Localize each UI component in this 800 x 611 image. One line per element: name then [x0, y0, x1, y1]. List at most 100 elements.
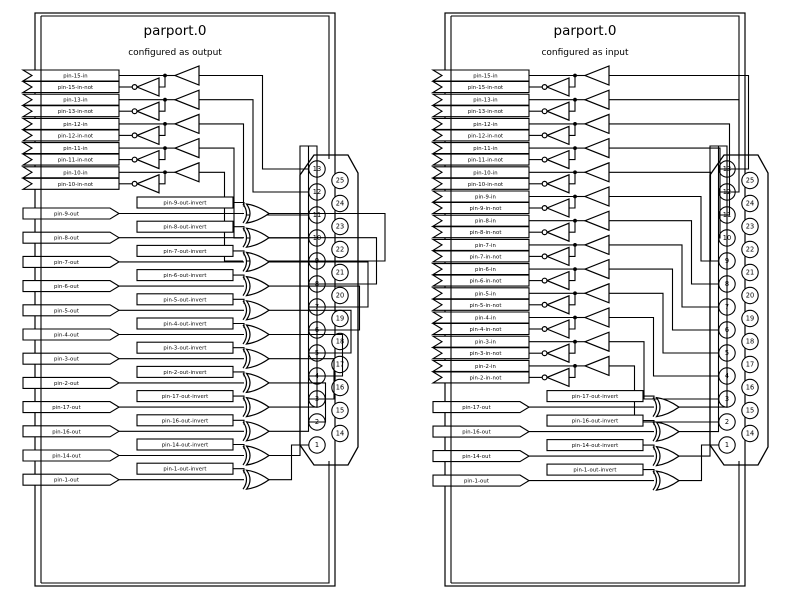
signal-pin-out[interactable]: pin-1-out	[22, 473, 121, 486]
signal-pin-in[interactable]: pin-13-in	[431, 93, 530, 106]
signal-pin-out-invert[interactable]: pin-1-out-invert	[136, 462, 234, 475]
signal-pin-out[interactable]: pin-17-out	[22, 401, 121, 414]
wire-frame-top-to-connector	[41, 15, 330, 159]
signal-pin-in[interactable]: pin-5-in	[431, 287, 530, 300]
signal-pin-out-invert[interactable]: pin-16-out-invert	[136, 414, 234, 427]
signal-pin-in-not[interactable]: pin-11-in-not	[21, 153, 120, 166]
signal-pin-out[interactable]: pin-9-out	[22, 207, 121, 220]
connector-pin[interactable]	[331, 378, 349, 397]
signal-pin-out-invert[interactable]: pin-1-out-invert	[546, 463, 644, 476]
connector-pin[interactable]	[331, 263, 349, 282]
connector-pin[interactable]	[331, 424, 349, 443]
signal-pin-out[interactable]: pin-14-out	[22, 449, 121, 462]
signal-pin-out-invert[interactable]: pin-14-out-invert	[136, 438, 234, 451]
connector-pin[interactable]	[331, 401, 349, 420]
connector-pin[interactable]	[741, 171, 759, 190]
signal-pin-out[interactable]: pin-16-out	[432, 425, 531, 438]
signal-pin-out-invert[interactable]: pin-6-out-invert	[136, 269, 234, 282]
signal-pin-out-invert[interactable]: pin-5-out-invert	[136, 293, 234, 306]
signal-pin-out-invert[interactable]: pin-14-out-invert	[546, 439, 644, 452]
signal-pin-in[interactable]: pin-10-in	[21, 166, 120, 179]
connector-pin[interactable]	[331, 286, 349, 305]
connector-pin[interactable]	[741, 309, 759, 328]
signal-pin-in-not[interactable]: pin-10-in-not	[21, 177, 120, 190]
signal-pin-in-not[interactable]: pin-9-in-not	[431, 201, 530, 215]
signal-pin-out-invert[interactable]: pin-9-out-invert	[136, 196, 234, 209]
connector-pin[interactable]	[741, 401, 759, 420]
output-chain: pin-9-out-invert pin-9-out	[22, 196, 386, 262]
signal-pin-in-not[interactable]: pin-6-in-not	[431, 274, 530, 287]
signal-pin-out[interactable]: pin-7-out	[22, 255, 121, 268]
signal-pin-out[interactable]: pin-16-out	[22, 425, 121, 438]
signal-pin-in[interactable]: pin-12-in	[431, 117, 530, 130]
connector-pin[interactable]	[331, 355, 349, 374]
signal-pin-in[interactable]: pin-13-in	[21, 93, 120, 106]
signal-pin-in[interactable]: pin-11-in	[21, 142, 120, 155]
signal-pin-in-not[interactable]: pin-8-in-not	[431, 226, 530, 239]
signal-pin-out[interactable]: pin-1-out	[432, 474, 531, 487]
signal-pin-out[interactable]: pin-8-out	[22, 231, 121, 244]
signal-pin-in[interactable]: pin-11-in	[431, 142, 530, 155]
signal-pin-in[interactable]: pin-15-in	[21, 69, 120, 82]
signal-pin-in-not[interactable]: pin-5-in-not	[431, 298, 530, 311]
signal-pin-in[interactable]: pin-15-in	[431, 69, 530, 82]
signal-pin-in-not[interactable]: pin-15-in-not	[21, 80, 120, 94]
signal-pin-in-not[interactable]: pin-12-in-not	[431, 129, 530, 142]
signal-pin-in-not[interactable]: pin-2-in-not	[431, 371, 530, 384]
wire-buffer-to-connector	[609, 244, 719, 308]
connector-pin[interactable]	[741, 378, 759, 397]
connector-pin[interactable]	[741, 332, 759, 351]
connector-pin[interactable]	[741, 240, 759, 259]
signal-pin-out-invert[interactable]: pin-8-out-invert	[136, 220, 234, 233]
signal-pin-in[interactable]: pin-9-in	[431, 190, 530, 203]
signal-pin-in[interactable]: pin-4-in	[431, 311, 530, 324]
signal-pin-out[interactable]: pin-2-out	[22, 376, 121, 389]
signal-pin-out-invert[interactable]: pin-17-out-invert	[546, 390, 644, 403]
junction-dot	[573, 97, 577, 102]
gate-body	[655, 445, 681, 467]
signal-pin-in-not[interactable]: pin-12-in-not	[21, 129, 120, 142]
signal-pin-out-invert[interactable]: pin-7-out-invert	[136, 244, 234, 257]
connector-pin[interactable]	[741, 263, 759, 282]
signal-pin-out[interactable]: pin-4-out	[22, 328, 121, 341]
signal-pin-in[interactable]: pin-2-in	[431, 359, 530, 372]
signal-pin-in-not[interactable]: pin-15-in-not	[431, 80, 530, 94]
signal-pin-in[interactable]: pin-8-in	[431, 214, 530, 227]
signal-pin-in[interactable]: pin-7-in	[431, 238, 530, 251]
signal-pin-out[interactable]: pin-6-out	[22, 280, 121, 293]
connector-pin[interactable]	[741, 217, 759, 236]
inverter-gate	[541, 149, 570, 170]
gate-body	[545, 246, 570, 267]
connector-pin[interactable]	[331, 240, 349, 259]
signal-pin-in-not[interactable]: pin-7-in-not	[431, 250, 530, 263]
connector-pin[interactable]	[741, 355, 759, 374]
signal-pin-in[interactable]: pin-10-in	[431, 166, 530, 179]
signal-pin-in-not[interactable]: pin-10-in-not	[431, 177, 530, 190]
connector-pin[interactable]	[331, 332, 349, 351]
signal-pin-out-invert[interactable]: pin-4-out-invert	[136, 317, 234, 330]
signal-pin-out[interactable]: pin-5-out	[22, 304, 121, 317]
connector-pin[interactable]	[331, 194, 349, 213]
signal-pin-out-invert[interactable]: pin-17-out-invert	[136, 390, 234, 403]
gate-body	[545, 367, 570, 388]
signal-pin-in-not[interactable]: pin-3-in-not	[431, 347, 530, 360]
signal-pin-in-not[interactable]: pin-4-in-not	[431, 322, 530, 336]
signal-pin-in[interactable]: pin-3-in	[431, 335, 530, 348]
signal-pin-in[interactable]: pin-6-in	[431, 263, 530, 276]
connector-pin[interactable]	[741, 286, 759, 305]
signal-pin-out[interactable]: pin-17-out	[432, 401, 531, 414]
signal-pin-out[interactable]: pin-14-out	[432, 450, 531, 463]
signal-pin-out-invert[interactable]: pin-16-out-invert	[546, 414, 644, 427]
signal-pin-out-invert[interactable]: pin-3-out-invert	[136, 341, 234, 354]
signal-pin-in-not[interactable]: pin-13-in-not	[21, 105, 120, 118]
signal-pin-in-not[interactable]: pin-13-in-not	[431, 105, 530, 118]
signal-pin-out-invert[interactable]: pin-2-out-invert	[136, 365, 234, 378]
connector-pin[interactable]	[741, 194, 759, 213]
signal-pin-in-not[interactable]: pin-11-in-not	[431, 153, 530, 166]
wire-in-to-node	[529, 99, 576, 112]
connector-pin[interactable]	[331, 217, 349, 236]
connector-pin[interactable]	[741, 424, 759, 443]
signal-pin-out[interactable]: pin-3-out	[22, 352, 121, 365]
connector-pin[interactable]	[331, 171, 349, 190]
signal-pin-in[interactable]: pin-12-in	[21, 117, 120, 130]
